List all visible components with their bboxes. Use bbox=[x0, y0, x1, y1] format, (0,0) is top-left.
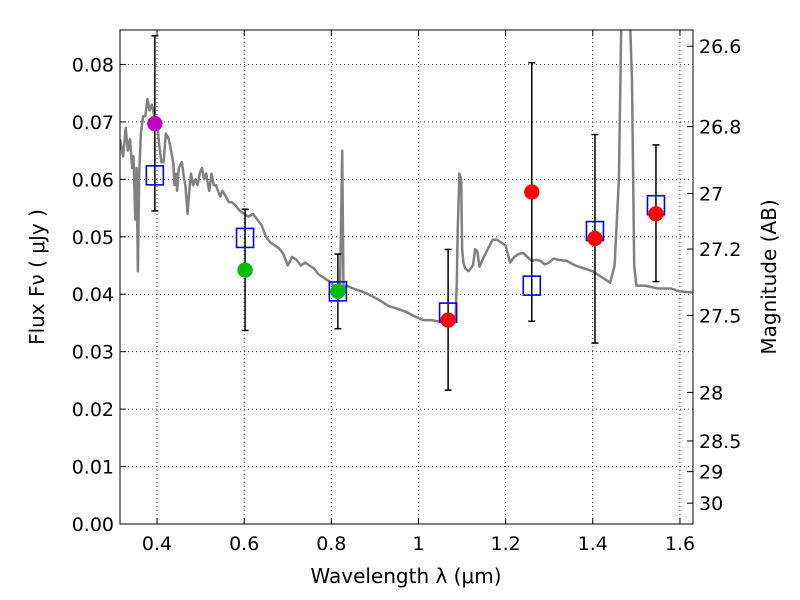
error-bar-layer bbox=[151, 34, 660, 391]
y-axis-label-right: Magnitude (AB) bbox=[757, 199, 781, 354]
observed-flux-point bbox=[147, 115, 163, 132]
x-tick-label: 1.4 bbox=[578, 533, 608, 555]
y-tick-label-left: 0.03 bbox=[72, 342, 114, 364]
y-tick-label-left: 0.08 bbox=[72, 54, 114, 76]
model-spectrum-line bbox=[120, 30, 693, 324]
y-tick-label-right: 27 bbox=[699, 183, 723, 205]
x-tick-label: 0.8 bbox=[316, 533, 346, 555]
y-axis-label-left: Flux Fν ( μJy ) bbox=[25, 209, 49, 345]
x-tick-label: 0.6 bbox=[229, 533, 259, 555]
model-photometry-square bbox=[145, 165, 165, 186]
y-tick-label-left: 0.04 bbox=[72, 284, 114, 306]
x-tick-label: 1 bbox=[412, 533, 424, 555]
y-tick-label-right: 28.5 bbox=[699, 431, 741, 453]
y-tick-label-right: 27.2 bbox=[699, 239, 741, 261]
x-tick-label: 1.6 bbox=[665, 533, 695, 555]
x-tick-label: 1.2 bbox=[491, 533, 521, 555]
y-tick-label-right: 26.8 bbox=[699, 117, 741, 139]
y-tick-label-right: 28 bbox=[699, 382, 723, 404]
y-tick-label-left: 0.06 bbox=[72, 169, 114, 191]
model-photometry-square bbox=[235, 227, 255, 249]
observed-flux-point bbox=[587, 230, 603, 247]
observed-flux-point bbox=[524, 184, 540, 200]
model-spectrum-layer bbox=[120, 30, 693, 324]
observed-flux-point bbox=[330, 283, 346, 300]
marker-layer bbox=[145, 115, 666, 328]
x-axis-label: Wavelength λ (μm) bbox=[310, 564, 501, 588]
plot-frame bbox=[119, 29, 694, 525]
observed-flux-point bbox=[440, 312, 456, 328]
y-tick-label-left: 0.02 bbox=[72, 399, 114, 421]
y-tick-label-left: 0.07 bbox=[72, 112, 114, 134]
y-tick-label-right: 29 bbox=[699, 462, 723, 484]
label-layer: 0.4 0.6 0.8 1 1.2 1.4 1.6 0.00 0.01 0.02 0.03 0.04 0… bbox=[72, 36, 742, 555]
observed-flux-point bbox=[648, 206, 664, 222]
y-tick-label-right: 27.5 bbox=[699, 305, 741, 327]
tick-layer bbox=[120, 30, 693, 525]
y-tick-label-left: 0.01 bbox=[72, 457, 114, 479]
grid-layer bbox=[120, 30, 693, 525]
y-tick-label-right: 30 bbox=[699, 493, 723, 515]
x-tick-label: 0.4 bbox=[142, 533, 172, 555]
y-tick-label-left: 0.00 bbox=[72, 514, 114, 536]
observed-flux-point bbox=[237, 262, 253, 278]
y-tick-label-left: 0.05 bbox=[72, 227, 114, 249]
y-tick-label-right: 26.6 bbox=[699, 36, 741, 58]
model-photometry-square bbox=[522, 275, 542, 296]
model-photometry-square bbox=[328, 281, 348, 302]
